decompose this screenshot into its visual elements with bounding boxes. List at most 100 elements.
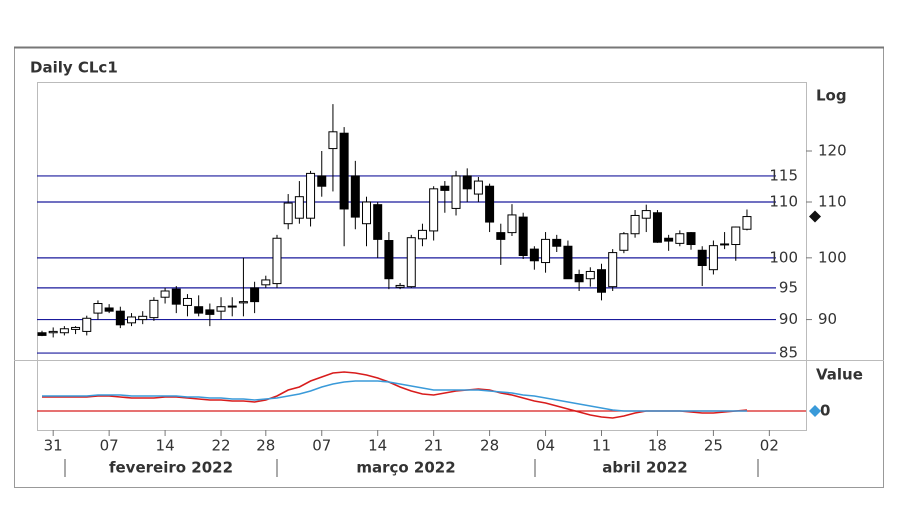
- candle-body: [227, 305, 237, 308]
- candle-body: [339, 132, 349, 210]
- x-tick-label: 28: [480, 437, 499, 455]
- candle-body: [720, 243, 730, 246]
- candle-body: [362, 201, 372, 225]
- candle-body: [182, 297, 192, 306]
- candle-body: [496, 232, 506, 240]
- y-tick-label: 120: [818, 142, 847, 160]
- candle-body: [686, 232, 696, 246]
- level-label: 100: [769, 248, 798, 266]
- candle-body: [294, 196, 304, 219]
- candle-body: [395, 284, 405, 288]
- candle-body: [462, 175, 472, 190]
- candle-body: [417, 229, 427, 240]
- candle-body: [485, 185, 495, 223]
- candle-body: [250, 287, 260, 303]
- candle-body: [384, 240, 394, 280]
- candle-body: [563, 245, 573, 280]
- candle-body: [160, 290, 170, 298]
- plot-area: [37, 82, 807, 431]
- candle-body: [48, 330, 58, 334]
- candle-body: [238, 301, 248, 304]
- indicator-line: [42, 371, 748, 419]
- candle-body: [283, 202, 293, 225]
- candle-body: [630, 214, 640, 235]
- indicator-line: [42, 380, 747, 412]
- level-label: 85: [779, 344, 798, 362]
- x-tick-label: 25: [704, 437, 723, 455]
- x-tick-label: 18: [648, 437, 667, 455]
- frame: [14, 47, 884, 488]
- candle-body: [664, 237, 674, 242]
- candle-body: [675, 233, 685, 244]
- x-tick-label: 07: [312, 437, 331, 455]
- candle-body: [82, 317, 92, 332]
- candle-body: [697, 249, 707, 267]
- candle-body: [541, 238, 551, 264]
- candle-body: [641, 210, 651, 219]
- candle-body: [585, 270, 595, 280]
- candle-body: [59, 328, 69, 334]
- candle-body: [507, 214, 517, 234]
- y-tick-label: 100: [818, 248, 847, 266]
- candle-body: [451, 175, 461, 209]
- last-price-marker: [809, 210, 821, 223]
- candle-body: [429, 188, 439, 232]
- axis-marker: [809, 405, 821, 417]
- month-label: março 2022: [356, 459, 455, 477]
- candle-body: [93, 303, 103, 314]
- candle-body: [574, 273, 584, 283]
- candle-body: [149, 299, 159, 319]
- x-tick-label: 22: [211, 437, 230, 455]
- candle-body: [205, 309, 215, 315]
- x-tick-label: 11: [592, 437, 611, 455]
- candle-body: [742, 216, 752, 230]
- candle-body: [597, 269, 606, 293]
- x-tick-label: 04: [536, 437, 555, 455]
- candle-body: [619, 233, 629, 251]
- candle-body: [194, 306, 204, 314]
- candle-body: [608, 252, 618, 288]
- y-tick-label: 110: [818, 192, 847, 210]
- month-label: fevereiro 2022: [109, 459, 233, 477]
- candle-body: [552, 238, 562, 247]
- candle-body: [115, 310, 125, 326]
- y-tick-label: 90: [818, 310, 837, 328]
- candle-body: [518, 216, 528, 257]
- x-tick-label: 07: [100, 437, 119, 455]
- candle-body: [473, 180, 483, 195]
- lower-axis-label: Value: [816, 366, 863, 384]
- candle-body: [171, 288, 181, 305]
- x-tick-label: 02: [760, 437, 779, 455]
- candle-body: [731, 226, 741, 246]
- candle-body: [306, 172, 316, 219]
- y-tick-label: 0: [820, 402, 830, 420]
- candle-body: [216, 306, 226, 312]
- candle-body: [127, 316, 137, 324]
- chart-title: Daily CLc1: [30, 59, 118, 77]
- candle-body: [328, 131, 338, 150]
- candle-body: [261, 279, 271, 286]
- candle-body: [440, 185, 450, 191]
- candle-body: [373, 204, 383, 240]
- candle-body: [317, 175, 327, 187]
- candle-body: [138, 315, 148, 321]
- candle-body: [104, 307, 114, 312]
- candle-body: [350, 175, 360, 218]
- candle-body: [71, 326, 81, 330]
- level-label: 90: [779, 310, 798, 328]
- candle-body: [37, 332, 47, 336]
- x-tick-label: 14: [368, 437, 387, 455]
- candle-body: [406, 237, 416, 288]
- month-label: abril 2022: [602, 459, 688, 477]
- x-tick-label: 31: [44, 437, 63, 455]
- scale-label: Log: [816, 87, 847, 105]
- level-label: 115: [769, 166, 798, 184]
- candle-body: [708, 245, 718, 271]
- candle-body: [652, 212, 662, 243]
- candle-body: [272, 237, 282, 285]
- level-label: 95: [779, 278, 798, 296]
- level-label: 110: [769, 192, 798, 210]
- x-tick-label: 28: [256, 437, 275, 455]
- candle-body: [529, 248, 539, 262]
